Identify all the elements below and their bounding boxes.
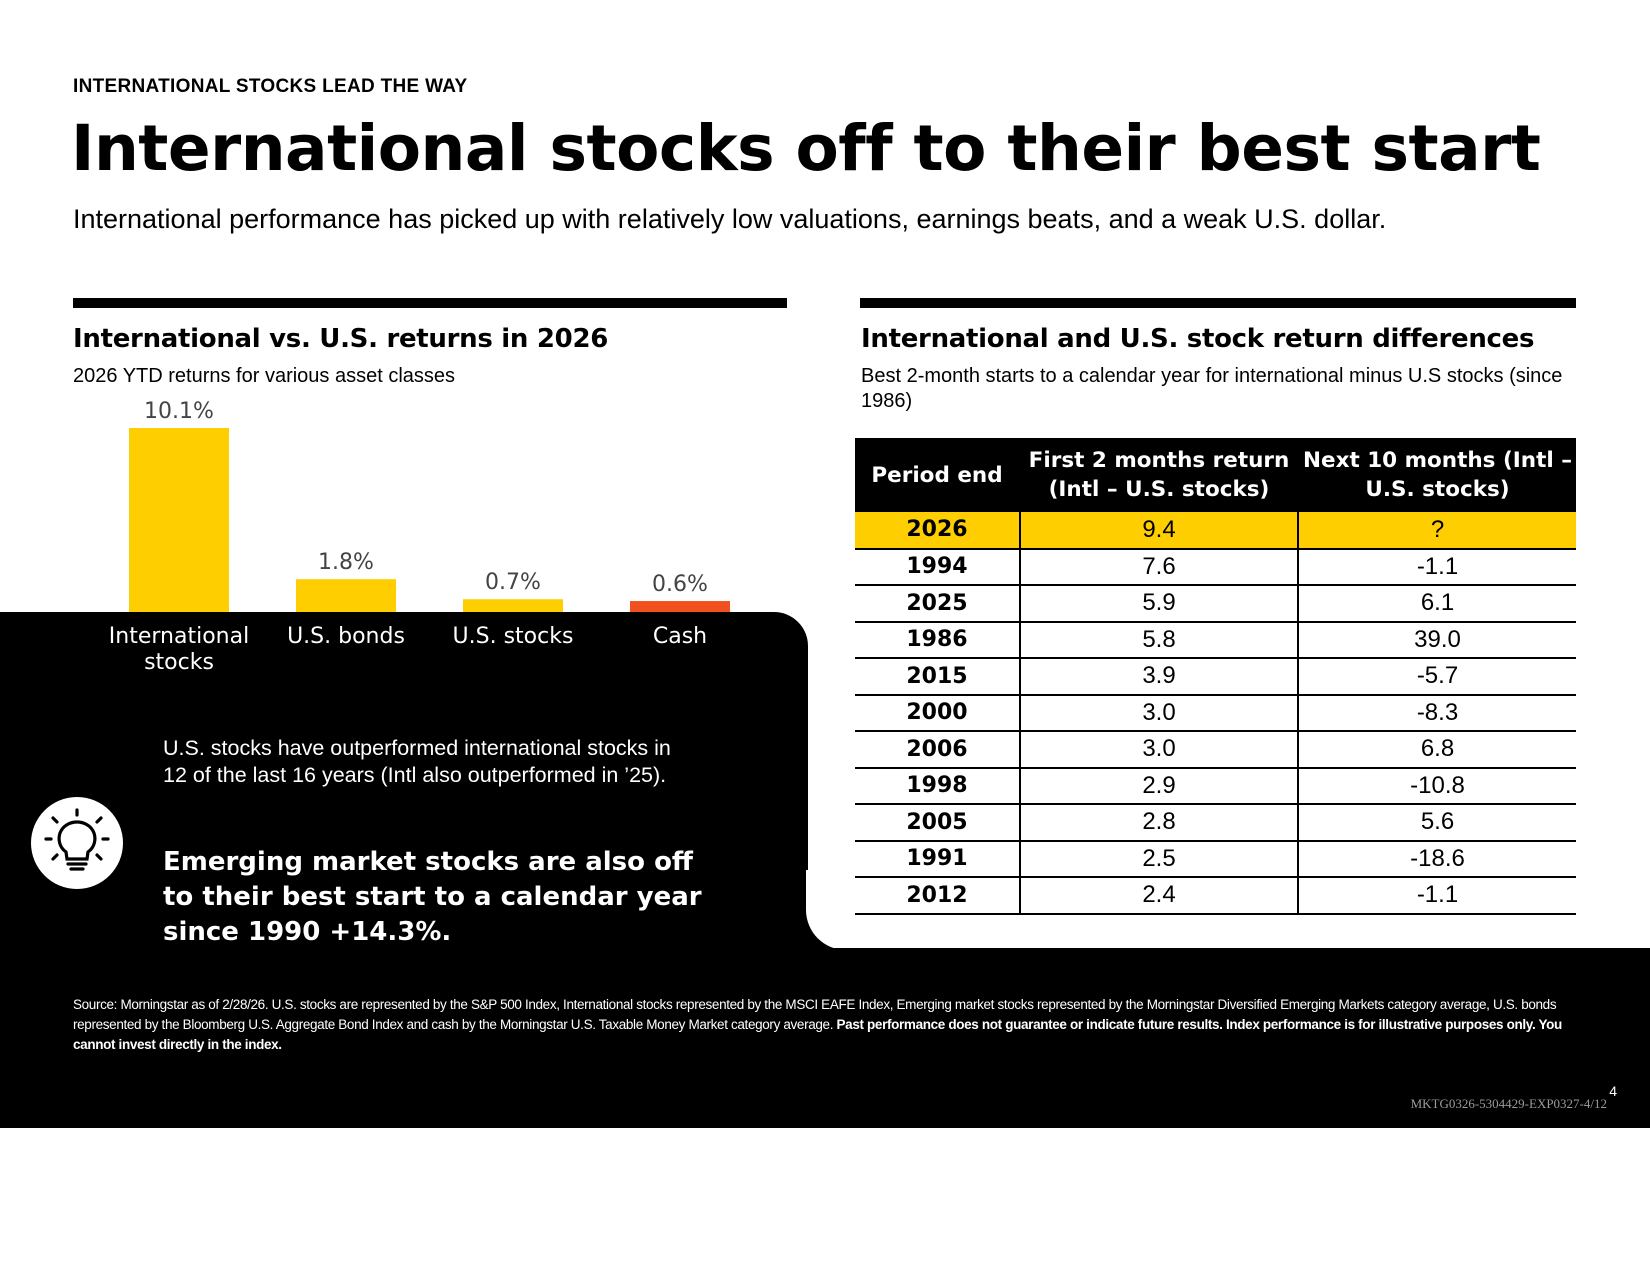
cell-period: 2012	[855, 877, 1020, 915]
page-subtitle: International performance has picked up …	[73, 204, 1387, 234]
bar-u-s-bonds	[296, 579, 396, 612]
chart-subtitle: 2026 YTD returns for various asset class…	[73, 365, 456, 387]
cell-next-10-months: ?	[1297, 512, 1576, 550]
table-row: 2000 3.0 -8.3	[855, 694, 1576, 732]
bar-international-stocks	[129, 428, 229, 612]
cell-period: 2000	[855, 694, 1020, 732]
table-row: 1998 2.9 -10.8	[855, 767, 1576, 805]
table-row: 1994 7.6 -1.1	[855, 548, 1576, 586]
compliance-code: MKTG0326-5304429-EXP0327-4/12	[1410, 1096, 1607, 1111]
chart-title: International vs. U.S. returns in 2026	[73, 324, 609, 354]
table-row: 2012 2.4 -1.1	[855, 877, 1576, 915]
header-next-10-months: Next 10 months (Intl – U.S. stocks)	[1297, 438, 1576, 512]
data-label: 0.6%	[652, 572, 708, 597]
callout-text: U.S. stocks have outperformed internatio…	[163, 736, 671, 787]
data-label: 0.7%	[485, 570, 541, 595]
cell-period: 2005	[855, 804, 1020, 842]
page-title: International stocks off to their best s…	[71, 112, 1541, 185]
cell-next-10-months: 6.8	[1297, 731, 1576, 769]
left-divider	[73, 298, 787, 308]
table-title: International and U.S. stock return diff…	[861, 324, 1535, 354]
right-divider	[860, 298, 1576, 308]
cell-first-2-months: 5.8	[1019, 621, 1298, 659]
cell-next-10-months: -10.8	[1297, 767, 1576, 805]
cell-next-10-months: 5.6	[1297, 804, 1576, 842]
header-period-end: Period end	[855, 438, 1020, 512]
callout-highlight: Emerging market stocks are also off to t…	[163, 847, 702, 947]
category-label: U.S. stocks	[453, 624, 574, 649]
cell-period: 2026	[855, 512, 1020, 550]
table-row: 2005 2.8 5.6	[855, 804, 1576, 842]
table-row: 2026 9.4 ?	[855, 512, 1576, 550]
lightbulb-icon	[44, 808, 110, 871]
eyebrow: INTERNATIONAL STOCKS LEAD THE WAY	[73, 76, 468, 97]
footer-panel	[0, 948, 1650, 1128]
lightbulb-badge	[31, 797, 123, 889]
table-row: 1986 5.8 39.0	[855, 621, 1576, 659]
cell-next-10-months: 39.0	[1297, 621, 1576, 659]
cell-period: 1998	[855, 767, 1020, 805]
source-text: Source: Morningstar as of 2/28/26. U.S. …	[73, 997, 1557, 1032]
cell-period: 1994	[855, 548, 1020, 586]
cell-next-10-months: -18.6	[1297, 840, 1576, 878]
category-label: International stocks	[109, 624, 249, 675]
cell-period: 2015	[855, 658, 1020, 696]
cell-period: 1991	[855, 840, 1020, 878]
cell-first-2-months: 3.0	[1019, 694, 1298, 732]
cell-first-2-months: 3.9	[1019, 658, 1298, 696]
category-label: Cash	[653, 624, 707, 649]
bar-u-s-stocks	[463, 599, 563, 612]
table-row: 1991 2.5 -18.6	[855, 840, 1576, 878]
bar-cash	[630, 601, 730, 612]
cell-first-2-months: 7.6	[1019, 548, 1298, 586]
cell-next-10-months: -1.1	[1297, 877, 1576, 915]
cell-first-2-months: 2.9	[1019, 767, 1298, 805]
table-row: 2015 3.9 -5.7	[855, 658, 1576, 696]
source-note: Source: Morningstar as of 2/28/26. U.S. …	[73, 995, 1573, 1055]
cell-period: 2025	[855, 585, 1020, 623]
disclaimer-text: Past performance does not guarantee or i…	[73, 1017, 1562, 1052]
table-subtitle: Best 2-month starts to a calendar year f…	[861, 365, 1563, 412]
cell-next-10-months: -8.3	[1297, 694, 1576, 732]
cell-first-2-months: 2.5	[1019, 840, 1298, 878]
cell-period: 1986	[855, 621, 1020, 659]
callout-panel	[0, 612, 808, 950]
cell-next-10-months: -5.7	[1297, 658, 1576, 696]
return-differences-table: Period end First 2 months return (Intl –…	[855, 438, 1576, 915]
cell-next-10-months: 6.1	[1297, 585, 1576, 623]
cell-first-2-months: 9.4	[1019, 512, 1298, 550]
cell-first-2-months: 5.9	[1019, 585, 1298, 623]
cell-first-2-months: 3.0	[1019, 731, 1298, 769]
table-row: 2006 3.0 6.8	[855, 731, 1576, 769]
data-label: 10.1%	[144, 399, 214, 424]
cell-next-10-months: -1.1	[1297, 548, 1576, 586]
cell-first-2-months: 2.4	[1019, 877, 1298, 915]
returns-bar-chart: 10.1% International stocks 1.8% U.S. bonds 0.…	[109, 399, 730, 675]
category-label: U.S. bonds	[287, 624, 405, 649]
data-label: 1.8%	[318, 550, 374, 575]
cell-period: 2006	[855, 731, 1020, 769]
table-row: 2025 5.9 6.1	[855, 585, 1576, 623]
header-first-2-months: First 2 months return (Intl – U.S. stock…	[1019, 438, 1298, 512]
page-number: 4	[1609, 1083, 1617, 1099]
cell-first-2-months: 2.8	[1019, 804, 1298, 842]
